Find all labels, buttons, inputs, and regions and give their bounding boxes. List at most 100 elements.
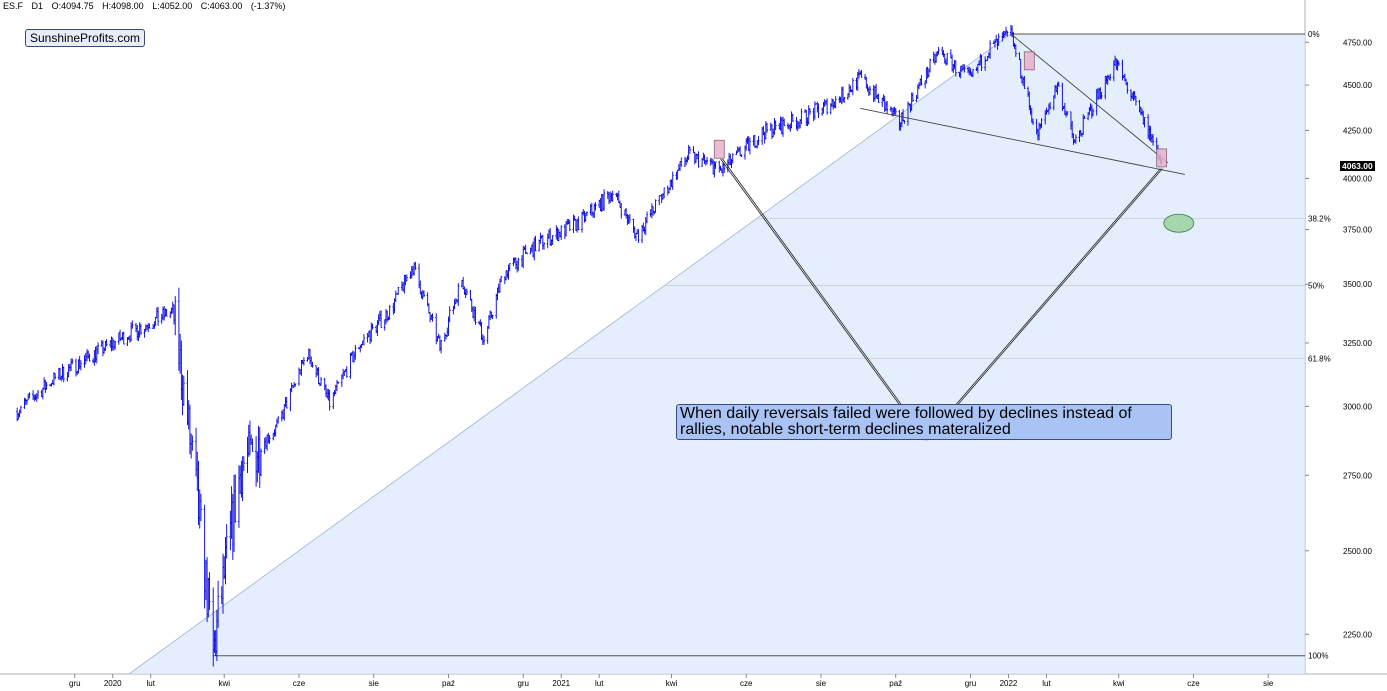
price-bar	[473, 306, 476, 322]
price-bar	[255, 436, 258, 487]
price-bar	[1003, 31, 1006, 38]
price-bar	[139, 323, 142, 335]
price-bar	[328, 389, 331, 411]
price-bar	[157, 306, 160, 326]
price-bar	[315, 365, 318, 378]
price-bar	[1074, 134, 1077, 144]
price-bar	[549, 228, 552, 246]
price-bar	[136, 324, 139, 341]
price-bar	[718, 160, 721, 173]
price-bar	[165, 309, 168, 317]
price-bar	[563, 224, 566, 240]
price-bar	[101, 340, 104, 357]
price-bar	[403, 274, 406, 294]
price-bar	[431, 313, 434, 322]
price-bar	[583, 210, 586, 223]
price-bar	[77, 359, 80, 374]
price-bar	[186, 370, 189, 426]
price-bar	[427, 303, 430, 314]
price-bar	[323, 377, 326, 391]
price-bar	[112, 339, 115, 351]
price-bar	[937, 46, 940, 55]
x-tick-label: lut	[595, 679, 604, 688]
price-bar	[88, 353, 91, 362]
x-tick-label: paź	[442, 679, 455, 688]
price-bar	[951, 54, 954, 72]
price-bar	[222, 553, 225, 614]
price-bar	[414, 261, 417, 270]
price-bar	[539, 232, 542, 244]
price-bar	[567, 218, 570, 225]
price-bar	[572, 214, 575, 234]
price-bar	[599, 198, 602, 212]
price-bar	[275, 418, 278, 428]
price-bar	[753, 134, 756, 148]
price-bar	[706, 157, 709, 165]
x-tick-label: gru	[965, 679, 977, 688]
price-bar	[400, 281, 403, 291]
price-bar	[670, 179, 673, 188]
price-bar	[311, 361, 314, 368]
price-bar	[507, 264, 510, 280]
price-bar	[688, 146, 691, 154]
price-bar	[1014, 44, 1017, 57]
price-bar	[454, 298, 457, 305]
price-bar	[1006, 30, 1009, 37]
price-bar	[637, 229, 640, 244]
trendline-resistance	[1010, 33, 1169, 164]
last-price-label: 4063.00	[1340, 161, 1375, 172]
price-bar	[301, 359, 304, 365]
price-bar	[748, 137, 751, 155]
price-bar	[641, 224, 644, 244]
fib-level-label: 100%	[1308, 652, 1328, 661]
price-bar	[353, 351, 356, 363]
price-bar	[780, 117, 783, 135]
price-bar	[546, 233, 549, 249]
price-bar	[817, 103, 820, 118]
price-bar	[585, 211, 588, 217]
price-bar	[93, 350, 96, 366]
y-tick-label: 3000.00	[1343, 402, 1372, 411]
price-bar	[225, 524, 228, 559]
price-bar	[180, 340, 183, 400]
price-bar	[498, 278, 501, 293]
price-bar	[174, 296, 177, 336]
y-tick-label: 4000.00	[1343, 174, 1372, 183]
price-bar	[551, 235, 554, 245]
pointer-line	[722, 158, 928, 441]
price-bar	[557, 228, 560, 242]
price-bar	[929, 58, 932, 73]
price-bar	[248, 420, 251, 456]
price-bar	[469, 289, 472, 301]
price-bar	[823, 99, 826, 108]
price-bar	[611, 190, 614, 202]
price-bar	[615, 192, 618, 198]
price-bar	[76, 370, 79, 375]
price-bar	[650, 203, 653, 219]
price-bar	[483, 335, 486, 345]
x-tick-label: 2020	[104, 679, 122, 688]
target-ellipse	[1163, 213, 1195, 233]
price-bar	[730, 158, 733, 169]
price-bar	[543, 242, 546, 250]
x-tick-label: cze	[740, 679, 753, 688]
price-bar	[911, 92, 914, 102]
price-bar	[471, 306, 474, 319]
price-bar	[680, 157, 683, 167]
price-bar	[944, 58, 947, 66]
price-bar	[94, 346, 97, 363]
price-bar	[790, 111, 793, 129]
price-bar	[933, 53, 936, 65]
price-bar	[370, 322, 373, 343]
price-bar	[752, 135, 755, 146]
price-bar	[359, 344, 362, 353]
price-bar	[693, 151, 696, 165]
price-bar	[1134, 95, 1137, 106]
price-bar	[712, 159, 715, 175]
price-bar	[479, 319, 482, 327]
price-bar	[362, 334, 365, 346]
price-bar	[609, 191, 612, 204]
watermark-logo: SunshineProfits.com	[25, 29, 146, 47]
price-bar	[942, 50, 945, 58]
price-bar	[702, 152, 705, 161]
